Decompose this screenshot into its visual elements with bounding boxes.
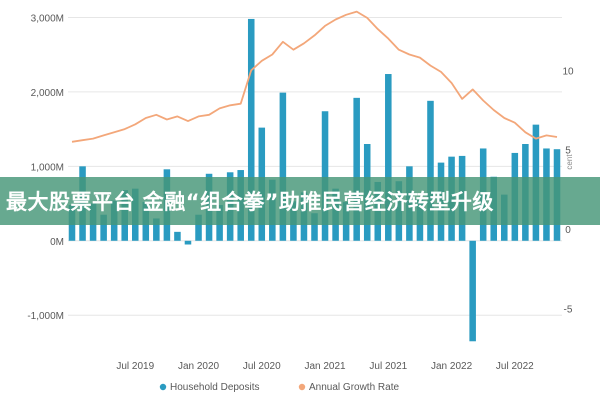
- bar-20: [279, 92, 287, 241]
- x-tick-label-3: Jan 2021: [304, 361, 346, 372]
- x-tick-label-4: Jul 2021: [369, 361, 407, 372]
- bar-12: [195, 214, 202, 241]
- x-tick-label-1: Jan 2020: [178, 361, 220, 372]
- bar-34: [427, 100, 434, 241]
- right-tick-label-1: 5: [565, 146, 571, 157]
- headline-banner: 最大股票平台 金融“组合拳”助推民营经济转型升级: [0, 177, 600, 225]
- right-tick-label-3: -5: [564, 304, 573, 315]
- x-tick-label-5: Jan 2022: [431, 361, 473, 372]
- bar-27: [353, 97, 360, 241]
- bar-23: [311, 213, 318, 241]
- x-tick-label-0: Jul 2019: [116, 361, 154, 372]
- headline-text: 最大股票平台 金融“组合拳”助推民营经济转型升级: [6, 190, 494, 214]
- left-tick-label-4: -1,000M: [27, 311, 64, 322]
- legend-marker-annual-growth-rate: [298, 383, 306, 391]
- bar-11: [184, 240, 192, 245]
- left-tick-label-3: 0M: [50, 237, 64, 248]
- legend-label-annual-growth-rate[interactable]: Annual Growth Rate: [309, 382, 399, 393]
- right-tick-label-0: 10: [562, 66, 574, 77]
- right-axis: 10 5 0 -5: [562, 66, 574, 315]
- right-axis-label: cent: [565, 154, 574, 170]
- bar-10: [174, 231, 181, 241]
- bar-17: [247, 18, 255, 241]
- right-tick-label-2: 0: [565, 225, 571, 236]
- bar-30: [385, 74, 392, 241]
- bar-3: [100, 214, 107, 241]
- legend-marker-household-deposits: [159, 383, 167, 391]
- bar-38: [469, 240, 476, 342]
- x-tick-label-2: Jul 2020: [243, 361, 281, 372]
- x-tick-label-6: Jul 2022: [496, 361, 534, 372]
- gridlines: [68, 16, 562, 316]
- left-tick-label-2: 1,000M: [31, 162, 64, 173]
- left-axis: 3,000M 2,000M 1,000M 0M -1,000M: [27, 13, 64, 322]
- legend-label-household-deposits[interactable]: Household Deposits: [170, 382, 260, 393]
- annual-growth-rate-line: [71, 10, 558, 143]
- x-axis: Jul 2019 Jan 2020 Jul 2020 Jan 2021 Jul 2021…: [116, 361, 534, 372]
- left-tick-label-1: 2,000M: [31, 88, 64, 99]
- annual-growth-rate-line-layer: [71, 10, 558, 143]
- bar-8: [153, 218, 160, 241]
- bar-24: [321, 111, 329, 241]
- left-tick-label-0: 3,000M: [31, 13, 64, 24]
- legend: Household Deposits Annual Growth Rate: [159, 382, 399, 393]
